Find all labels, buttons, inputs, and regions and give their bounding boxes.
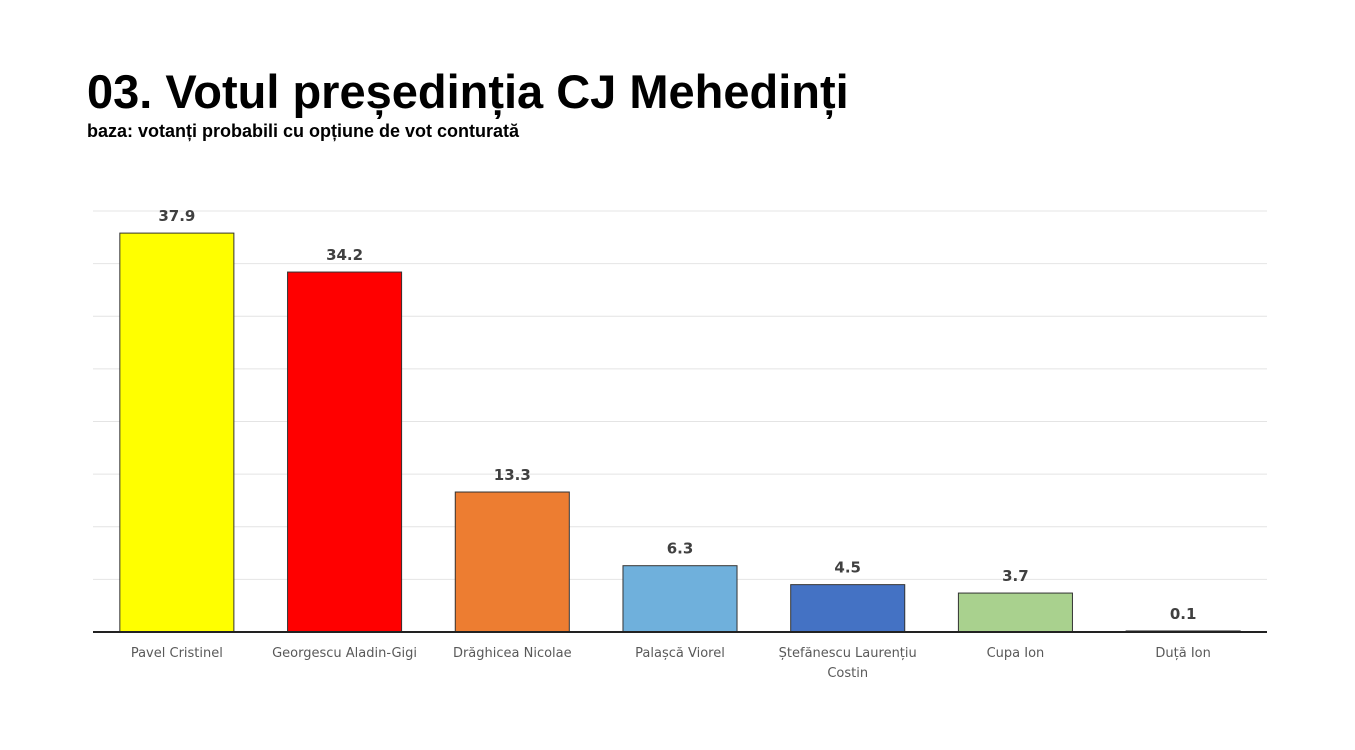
bar (119, 232, 235, 633)
value-label: 37.9 (158, 207, 195, 225)
bar (287, 271, 403, 633)
bar (454, 491, 570, 633)
chart-title: 03. Votul președinția CJ Mehedinți (87, 65, 849, 119)
x-tick-label: Cupa Ion (986, 646, 1045, 661)
chart-subtitle: baza: votanți probabili cu opțiune de vo… (87, 121, 520, 141)
x-tick-label: Pavel Cristinel (130, 646, 223, 661)
value-label: 6.3 (667, 540, 694, 558)
x-tick-wrap: Pavel Cristinel (130, 646, 223, 661)
value-label: 4.5 (834, 559, 861, 577)
x-tick-wrap: Cupa Ion (986, 646, 1045, 661)
x-tick-wrap: Ștefănescu Laurențiu Costin (778, 646, 917, 681)
x-tick-label: Palașcă Viorel (635, 646, 725, 661)
value-label: 13.3 (494, 466, 531, 484)
x-tick-label: Duță Ion (1155, 646, 1211, 661)
value-label: 34.2 (326, 246, 363, 264)
x-tick-label: Ștefănescu Laurențiu Costin (778, 646, 917, 681)
x-tick-label: Drăghicea Nicolae (452, 646, 572, 661)
x-tick-wrap: Duță Ion (1155, 646, 1211, 661)
value-label: 3.7 (1002, 567, 1029, 585)
value-label: 0.1 (1170, 605, 1197, 623)
x-tick-wrap: Palașcă Viorel (635, 646, 725, 661)
x-tick-wrap: Drăghicea Nicolae (452, 646, 572, 661)
bar (957, 592, 1073, 633)
bar (622, 565, 738, 633)
x-tick-wrap: Georgescu Aladin-Gigi (272, 646, 418, 661)
bar (790, 584, 906, 633)
x-tick-label: Georgescu Aladin-Gigi (272, 646, 418, 661)
